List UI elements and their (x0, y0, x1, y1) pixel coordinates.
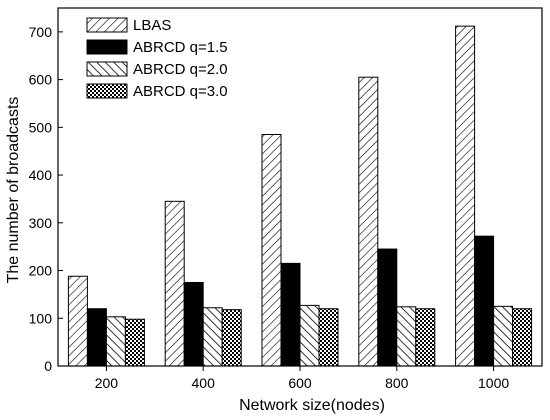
y-tick-label-300: 300 (29, 215, 53, 231)
bar-4-600 (318, 308, 339, 367)
x-tick-label-800: 800 (385, 375, 409, 391)
legend-swatch-4 (86, 83, 128, 99)
bar-4-400 (221, 309, 242, 367)
bar-1-1000 (455, 25, 476, 367)
bar-2-200 (86, 308, 107, 367)
legend: LBAS ABRCD q=1.5 ABRCD q=2.0 ABRCD q=3.0 (86, 17, 228, 100)
x-axis-title: Network size(nodes) (239, 397, 385, 414)
x-tick-label-600: 600 (288, 375, 312, 391)
bar-3-800 (396, 306, 417, 367)
legend-swatch-3 (86, 61, 128, 77)
bar-3-400 (202, 307, 223, 367)
legend-swatch-1 (86, 17, 128, 33)
y-axis-title: The number of broadcasts (5, 97, 22, 284)
bar-3-200 (105, 316, 126, 367)
legend-label-4: ABRCD q=3.0 (133, 83, 228, 100)
bar-1-400 (164, 200, 185, 367)
y-tick-label-400: 400 (29, 167, 53, 183)
bar-2-600 (280, 262, 301, 367)
legend-label-1: LBAS (133, 17, 171, 34)
y-tick-label-700: 700 (29, 24, 53, 40)
x-tick-label-200: 200 (95, 375, 119, 391)
y-tick-label-500: 500 (29, 119, 53, 135)
bar-1-600 (261, 133, 282, 367)
legend-swatch-2 (86, 39, 128, 55)
legend-label-3: ABRCD q=2.0 (133, 61, 228, 78)
bar-4-800 (415, 308, 436, 367)
y-tick-label-600: 600 (29, 72, 53, 88)
plot-frame (57, 7, 543, 367)
y-tick-label-200: 200 (29, 263, 53, 279)
legend-label-2: ABRCD q=1.5 (133, 39, 228, 56)
plot-area: 200 400 600 800 1000 0 100 200 300 400 500 600 700 (29, 7, 543, 391)
bar-2-1000 (474, 235, 495, 367)
bar-4-1000 (512, 308, 533, 367)
bar-2-800 (377, 248, 398, 367)
bar-1-200 (67, 275, 88, 367)
y-tick-label-100: 100 (29, 310, 53, 326)
bar-2-400 (183, 281, 204, 367)
bar-4-200 (124, 318, 145, 367)
bar-3-1000 (493, 305, 514, 367)
y-tick-label-0: 0 (44, 358, 52, 374)
bar-1-800 (358, 76, 379, 367)
x-tick-label-1000: 1000 (478, 375, 509, 391)
x-tick-label-400: 400 (192, 375, 216, 391)
bar-3-600 (299, 304, 320, 367)
